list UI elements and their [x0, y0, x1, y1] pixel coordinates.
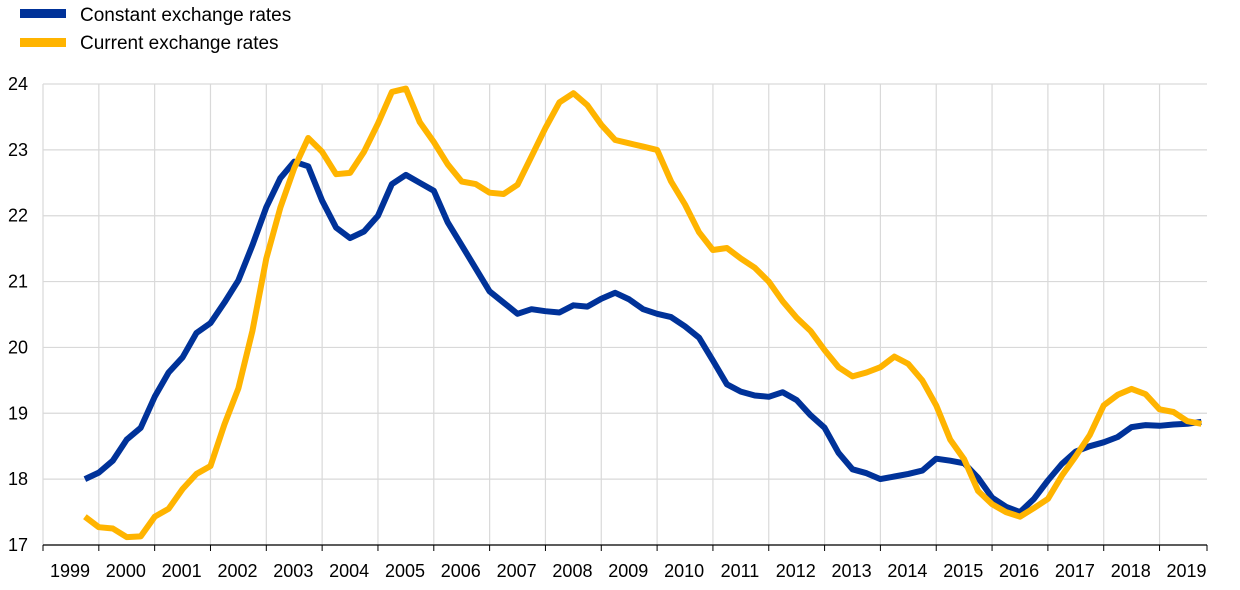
x-tick-label-2018: 2018 [1111, 561, 1151, 581]
x-tick-label-2010: 2010 [664, 561, 704, 581]
x-tick-label-2014: 2014 [887, 561, 927, 581]
x-tick-label-2003: 2003 [273, 561, 313, 581]
y-tick-label-21: 21 [8, 272, 28, 292]
y-tick-label-24: 24 [8, 74, 28, 94]
legend-item-current: Current exchange rates [20, 33, 279, 54]
y-tick-label-23: 23 [8, 140, 28, 160]
x-tick-label-2013: 2013 [832, 561, 872, 581]
x-tick-label-2007: 2007 [497, 561, 537, 581]
series-line-current [83, 85, 1202, 541]
x-tick-label-2019: 2019 [1167, 561, 1207, 581]
legend: Constant exchange rates Current exchange… [20, 5, 291, 54]
x-tick-label-2008: 2008 [552, 561, 592, 581]
legend-item-constant: Constant exchange rates [20, 5, 291, 26]
x-tick-label-2006: 2006 [441, 561, 481, 581]
x-tick-label-2001: 2001 [162, 561, 202, 581]
x-tick-label-2016: 2016 [999, 561, 1039, 581]
y-tick-label-17: 17 [8, 535, 28, 555]
y-tick-label-18: 18 [8, 469, 28, 489]
y-tick-label-22: 22 [8, 206, 28, 226]
x-tick-label-2015: 2015 [943, 561, 983, 581]
legend-swatch-current [20, 38, 66, 47]
series-lines [83, 85, 1202, 541]
x-tick-label-2004: 2004 [329, 561, 369, 581]
x-tick-label-2009: 2009 [608, 561, 648, 581]
gridlines [42, 83, 1207, 546]
x-tick-label-2017: 2017 [1055, 561, 1095, 581]
series-line-constant [83, 158, 1202, 516]
legend-label-current: Current exchange rates [80, 33, 279, 54]
x-tick-label-2002: 2002 [217, 561, 257, 581]
x-tick-label-2005: 2005 [385, 561, 425, 581]
x-axis: 1999 2000 2001 2002 2003 2004 2005 2006 2007 2008… [42, 544, 1208, 581]
legend-label-constant: Constant exchange rates [80, 5, 291, 26]
y-axis: 17 18 19 20 21 22 23 24 [8, 74, 28, 555]
x-tick-label-2012: 2012 [776, 561, 816, 581]
x-tick-label-1999: 1999 [50, 561, 90, 581]
y-tick-label-19: 19 [8, 403, 28, 423]
x-tick-label-2011: 2011 [721, 561, 760, 581]
x-tick-label-2000: 2000 [106, 561, 146, 581]
y-tick-label-20: 20 [8, 337, 28, 357]
legend-swatch-constant [20, 9, 66, 18]
